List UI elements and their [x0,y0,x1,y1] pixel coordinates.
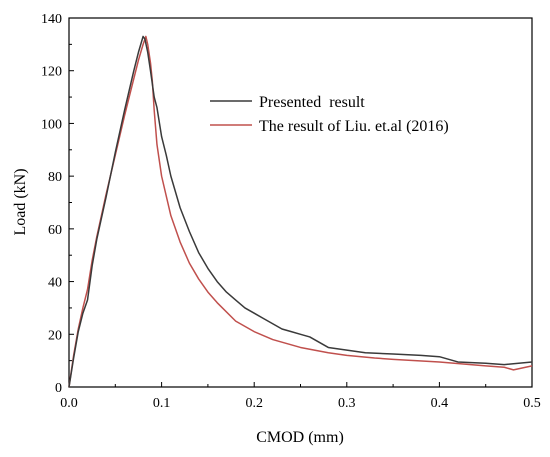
x-tick-label: 0.0 [60,396,78,411]
y-tick-label: 60 [48,223,62,238]
x-axis-label: CMOD (mm) [256,429,344,446]
y-tick-label: 140 [41,12,62,27]
legend-label-presented: Presented result [259,94,365,111]
y-axis-ticks: 0 20 40 60 80 100 120 140 [41,12,74,396]
x-tick-label: 0.4 [431,396,449,411]
y-tick-label: 20 [48,328,62,343]
series-line-presented [68,35,533,388]
x-tick-label: 0.3 [338,396,356,411]
y-tick-label: 40 [48,276,62,291]
y-tick-label: 100 [41,117,62,132]
series-lines [68,35,533,388]
x-tick-label: 0.2 [245,396,263,411]
y-tick-label: 120 [41,65,62,80]
x-tick-label: 0.1 [153,396,171,411]
y-tick-label: 0 [55,381,62,396]
y-tick-label: 80 [48,170,62,185]
legend-label-liu: The result of Liu. et.al (2016) [259,118,449,135]
y-axis-label: Load (kN) [12,168,29,235]
plot-frame [68,17,533,388]
x-tick-label: 0.5 [523,396,541,411]
x-axis-ticks: 0.0 0.1 0.2 0.3 0.4 0.5 [60,382,541,411]
legend: Presented result The result of Liu. et.a… [210,94,449,135]
